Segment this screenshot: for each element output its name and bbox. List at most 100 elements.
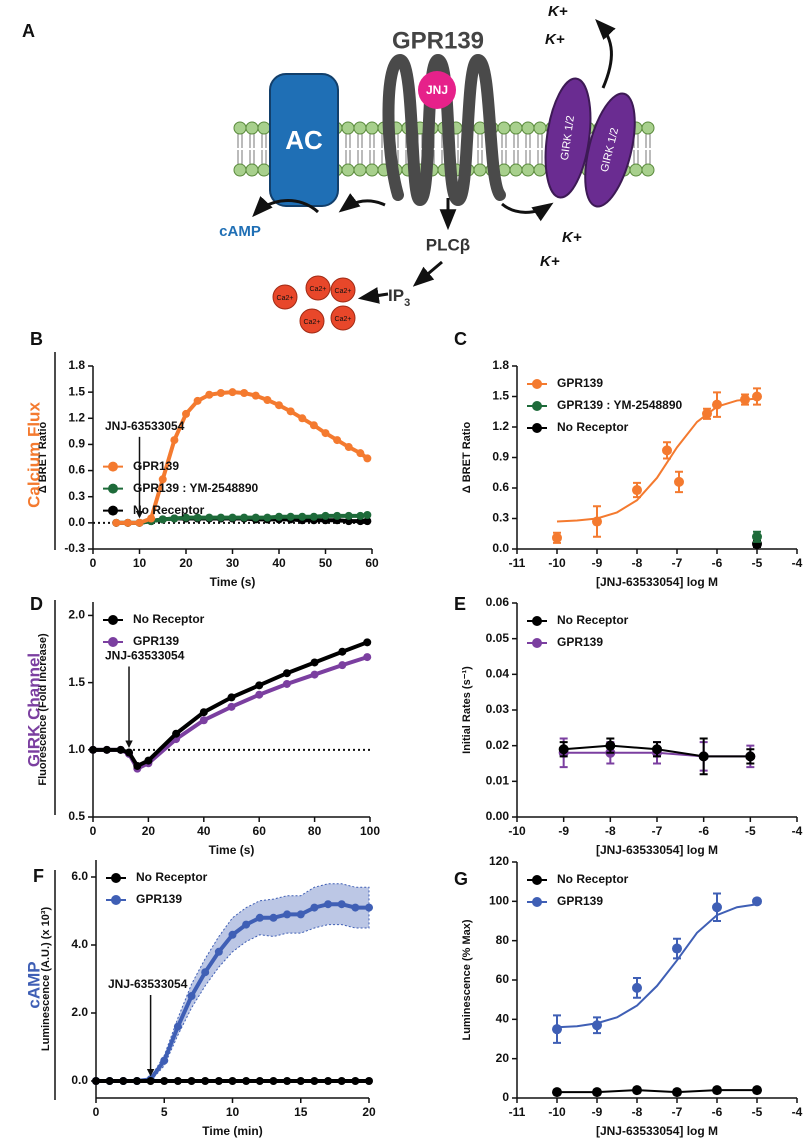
data-point [321, 511, 330, 520]
data-point [147, 514, 156, 523]
data-point [133, 761, 142, 770]
lipid-head [497, 121, 511, 135]
data-point [310, 903, 319, 912]
ion-label: K+ [548, 3, 568, 20]
receptor [382, 53, 506, 207]
x-tick-label: 0 [90, 556, 97, 570]
calcium-label: Ca2+ [335, 316, 352, 323]
lipid-head [533, 163, 547, 177]
data-point [92, 1077, 100, 1085]
data-point [363, 517, 372, 526]
legend-marker [111, 873, 121, 883]
y-tick-label: 1.2 [492, 419, 509, 433]
y-tick-label: 1.8 [492, 358, 509, 372]
panel-letter: B [30, 329, 43, 349]
legend-marker [532, 401, 542, 411]
panel-letter: G [454, 869, 468, 889]
x-axis-label: Time (s) [210, 575, 256, 589]
y-tick-label: 0.05 [486, 631, 510, 645]
fit-curve [556, 397, 758, 523]
data-point [242, 1077, 251, 1085]
data-point [275, 512, 283, 521]
x-tick-label: -5 [745, 824, 756, 838]
data-point [170, 514, 179, 523]
legend-label: GPR139 [133, 459, 179, 473]
x-tick-label: -8 [605, 824, 616, 838]
x-tick-label: -9 [592, 556, 603, 570]
data-point [269, 1077, 278, 1085]
data-point [255, 1077, 264, 1085]
data-point [182, 513, 190, 522]
data-point [632, 485, 642, 496]
data-point [146, 1077, 155, 1085]
data-point [552, 1024, 562, 1035]
data-point [558, 744, 569, 755]
data-point [296, 910, 305, 919]
data-point [752, 896, 762, 907]
calcium-ion [299, 308, 325, 334]
y-tick-label: 4.0 [71, 937, 88, 951]
data-point [135, 518, 144, 527]
x-axis-label: Time (min) [202, 1124, 262, 1138]
data-point [199, 708, 208, 717]
data-point [199, 716, 208, 725]
data-point [592, 516, 602, 527]
data-point [251, 513, 260, 522]
y-axis-label: Initial Rates (s⁻¹) [461, 666, 473, 754]
charts: B-0.30.00.30.60.91.21.51.80 10 20 30 40 50 60T… [30, 329, 803, 1138]
x-tick-label: 20 [142, 824, 156, 838]
lipid-head [365, 121, 379, 135]
data-point [674, 476, 684, 487]
x-tick-label: -4 [792, 824, 803, 838]
annotation: JNJ-63533054 [105, 649, 185, 663]
y-tick-label: 2.0 [71, 1005, 88, 1019]
x-tick-label: 20 [362, 1105, 376, 1119]
y-tick-label: 1.0 [68, 742, 85, 756]
y-tick-label: 1.5 [68, 384, 85, 398]
legend-marker [108, 505, 118, 516]
lipid-head [509, 121, 523, 135]
x-tick-label: -7 [672, 1105, 683, 1119]
data-point [201, 1077, 210, 1085]
data-point [344, 511, 353, 520]
panel-letter: C [454, 329, 467, 349]
data-point [255, 681, 264, 690]
legend-marker [532, 638, 542, 648]
data-point [321, 429, 330, 438]
fit-curve [556, 903, 758, 1029]
data-point [632, 982, 642, 993]
legend-marker [532, 379, 542, 389]
data-point [242, 920, 251, 929]
legend-label: GPR139 : YM-2548890 [133, 481, 259, 495]
x-tick-label: -8 [632, 1105, 643, 1119]
data-point [365, 1077, 373, 1085]
legend-label: GPR139 [133, 634, 179, 648]
lipid-head [341, 121, 355, 135]
data-point [89, 745, 97, 754]
data-point [187, 992, 196, 1000]
y-tick-label: 0.0 [71, 1073, 88, 1087]
legend-label: No Receptor [557, 420, 629, 434]
data-point [269, 913, 278, 922]
data-point [333, 511, 342, 520]
x-tick-label: 0 [93, 1105, 100, 1119]
y-axis-label: Fluorescence (Fold Increase) [37, 633, 49, 786]
data-point [351, 1077, 360, 1085]
x-tick-label: -4 [792, 556, 803, 570]
data-point [740, 394, 750, 405]
data-point [193, 513, 202, 522]
data-point [182, 409, 190, 418]
data-point [173, 1022, 182, 1031]
lipid-head [521, 121, 535, 135]
lipid-head [257, 121, 271, 135]
data-point [172, 729, 181, 738]
x-tick-label: 10 [226, 1105, 240, 1119]
lipid-head [509, 163, 523, 177]
data-point [282, 679, 291, 688]
x-tick-label: 60 [253, 824, 267, 838]
y-tick-label: 0.01 [486, 774, 510, 788]
y-tick-label: 0.0 [492, 541, 509, 555]
panel-letter: D [30, 594, 43, 614]
